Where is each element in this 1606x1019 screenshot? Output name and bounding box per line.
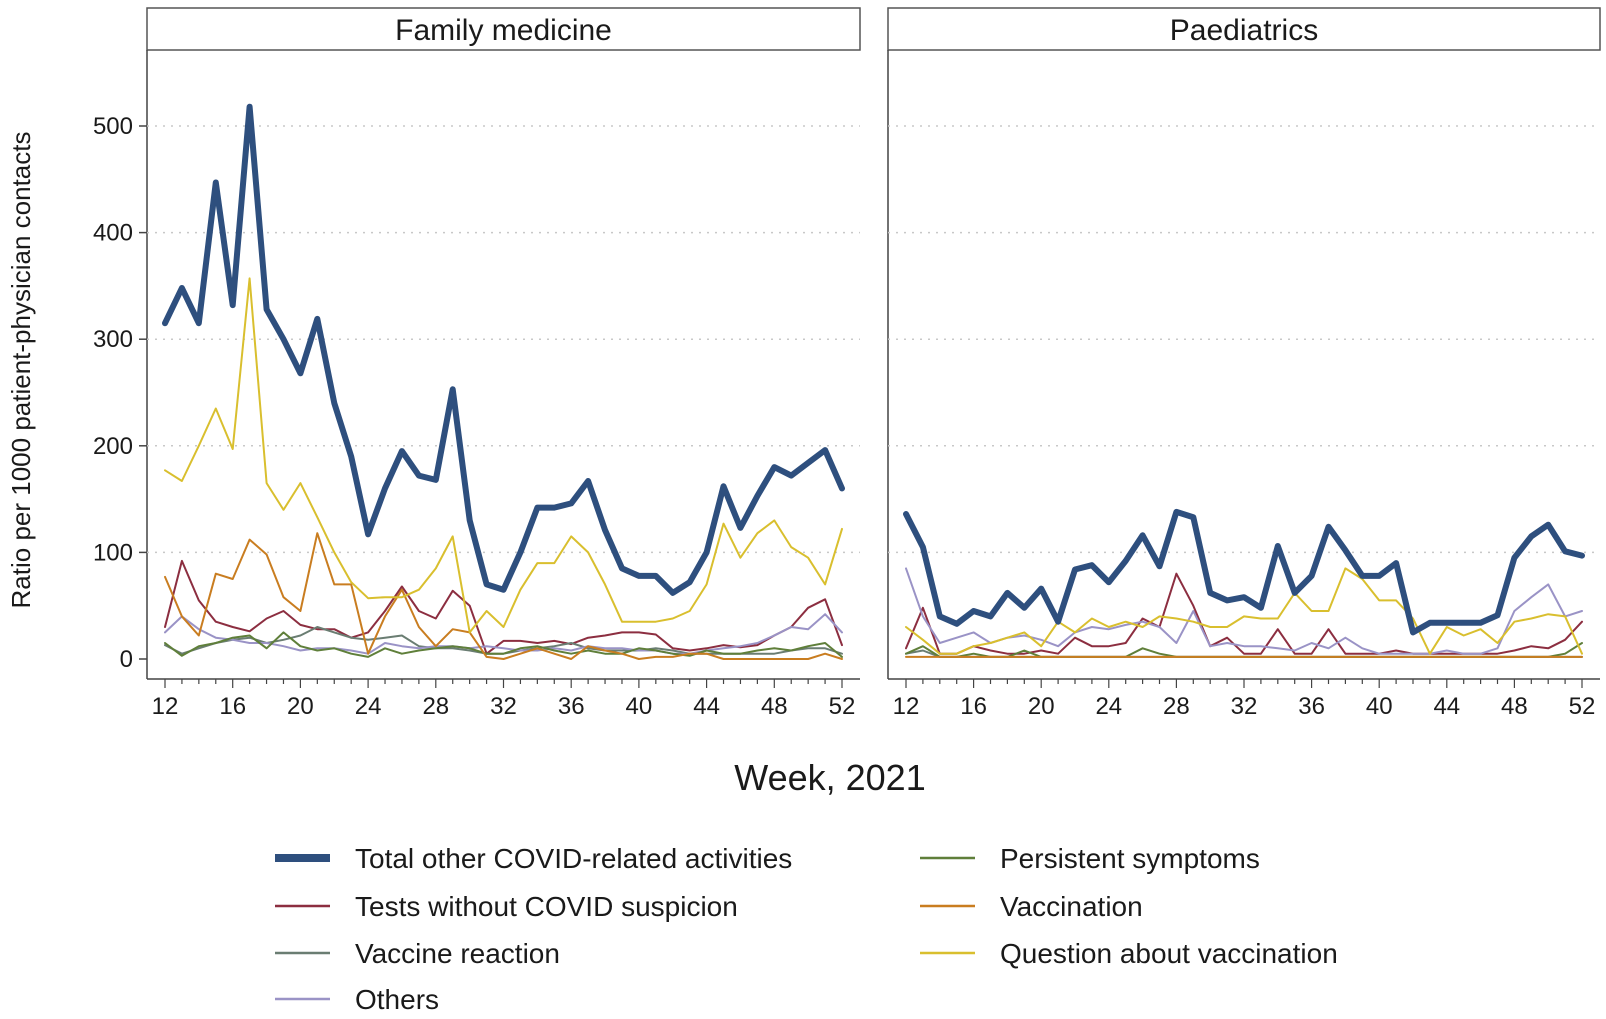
x-tick-label: 28 (1163, 693, 1190, 720)
series-line-others (164, 613, 843, 655)
legend-label: Tests without COVID suspicion (355, 891, 738, 922)
x-tick-label: 48 (761, 693, 788, 720)
y-tick-label: 0 (120, 646, 133, 673)
legend-item: Persistent symptoms (920, 843, 1260, 874)
legend-item: Vaccination (920, 891, 1143, 922)
x-tick-label: 52 (829, 693, 856, 720)
y-tick-label: 200 (93, 433, 133, 460)
x-tick-label: 16 (960, 693, 987, 720)
x-tick-label: 20 (1028, 693, 1055, 720)
x-tick-label: 40 (1366, 693, 1393, 720)
panels-layer: Family medicine 0 100 200 300 400 500 12 16 20 24 2… (93, 7, 1601, 720)
panel-paediatrics: Paediatrics 12 16 20 24 28 32 36 40 44 48 52 (887, 7, 1601, 720)
series-line-vaccination (164, 532, 843, 660)
panel-strip (887, 7, 1601, 51)
legend-label: Vaccine reaction (355, 938, 560, 969)
series-line-persistent-symptoms (905, 642, 1583, 658)
legend-label: Vaccination (1000, 891, 1143, 922)
panel-strip (146, 7, 861, 51)
x-tick-label: 12 (152, 693, 179, 720)
legend-item: Tests without COVID suspicion (275, 891, 738, 922)
series-line-tests-without-covid-suspicion (164, 559, 843, 655)
legend-label: Question about vaccination (1000, 938, 1338, 969)
x-tick-label: 28 (422, 693, 449, 720)
x-tick-label: 32 (1231, 693, 1258, 720)
x-tick-label: 52 (1569, 693, 1596, 720)
panel-family-medicine: Family medicine 0 100 200 300 400 500 12 16 20 24 2… (93, 7, 861, 720)
legend-item: Others (275, 984, 439, 1015)
y-tick-label: 100 (93, 539, 133, 566)
x-tick-label: 12 (893, 693, 920, 720)
x-tick-label: 24 (355, 693, 382, 720)
series-line-others (905, 567, 1583, 655)
legend-item: Vaccine reaction (275, 938, 560, 969)
x-tick-label: 32 (490, 693, 517, 720)
legend-label: Others (355, 984, 439, 1015)
y-tick-label: 300 (93, 326, 133, 353)
y-axis-title: Ratio per 1000 patient-physician contact… (6, 132, 36, 609)
x-tick-label: 36 (1298, 693, 1325, 720)
legend-label: Persistent symptoms (1000, 843, 1260, 874)
x-axis-title: Week, 2021 (734, 757, 925, 798)
series-line-total-other-covid-related-activities (903, 508, 1585, 636)
x-tick-label: 24 (1095, 693, 1122, 720)
legend: Total other COVID-related activities Pers… (275, 843, 1338, 1015)
series-line-tests-without-covid-suspicion (905, 572, 1583, 655)
series-line-persistent-symptoms (164, 631, 843, 658)
x-tick-label: 44 (693, 693, 720, 720)
series-line-question-about-vaccination (164, 277, 843, 634)
series-line-total-other-covid-related-activities (162, 103, 845, 596)
y-tick-label: 400 (93, 220, 133, 247)
legend-item: Total other COVID-related activities (275, 843, 792, 874)
x-tick-label: 48 (1501, 693, 1528, 720)
legend-label: Total other COVID-related activities (355, 843, 792, 874)
panel-title: Paediatrics (1170, 14, 1318, 47)
x-tick-label: 16 (219, 693, 246, 720)
series-line-question-about-vaccination (905, 567, 1583, 655)
y-tick-label: 500 (93, 113, 133, 140)
x-tick-label: 20 (287, 693, 314, 720)
panel-title: Family medicine (395, 14, 612, 47)
x-tick-label: 36 (558, 693, 585, 720)
legend-item: Question about vaccination (920, 938, 1338, 969)
x-tick-label: 40 (626, 693, 653, 720)
x-tick-label: 44 (1433, 693, 1460, 720)
